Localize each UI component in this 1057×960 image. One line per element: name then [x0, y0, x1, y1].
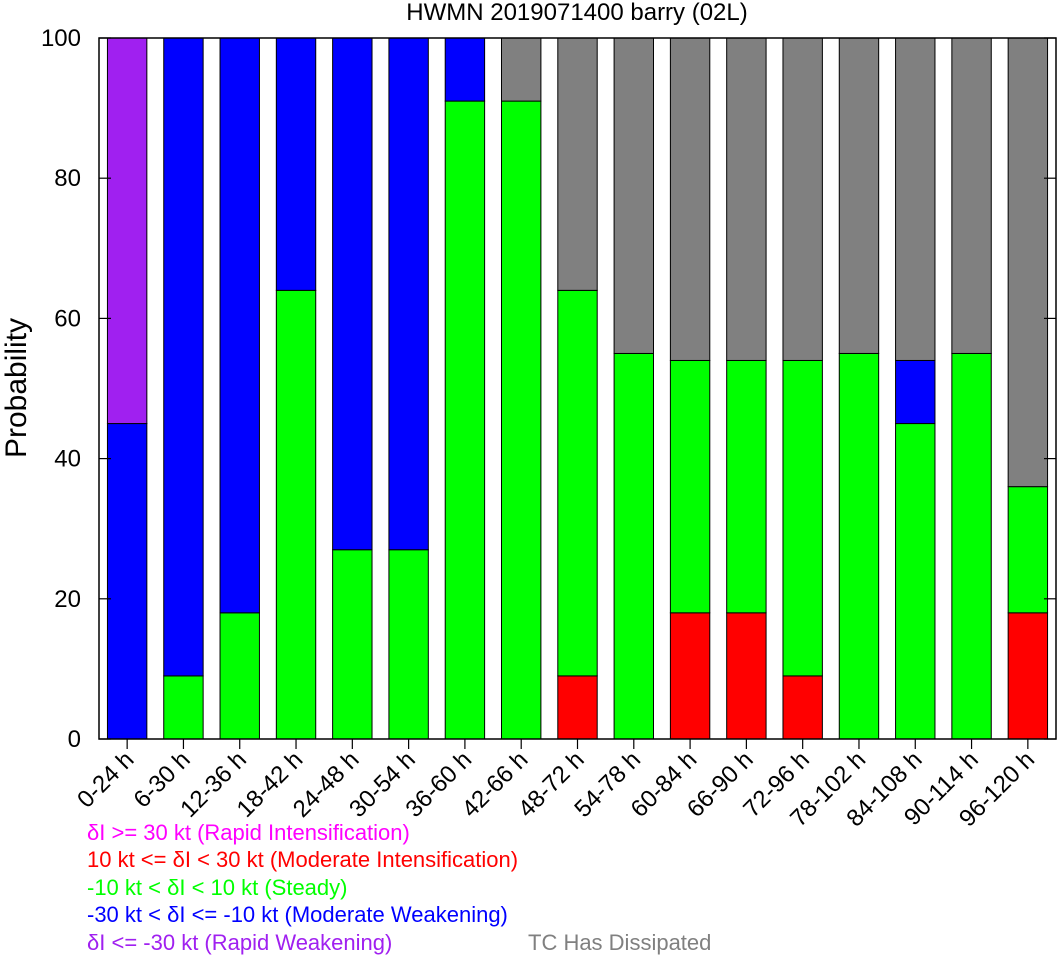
bar-moderate_intensification-12: [782, 675, 823, 740]
bar-steady-4: [332, 549, 373, 740]
y-tick-label-20: 20: [54, 586, 81, 613]
bar-dissipated-15: [951, 37, 992, 354]
bar-moderate_weakening-6: [444, 37, 486, 102]
bar-dissipated-12: [782, 37, 823, 361]
bar-steady-7: [501, 100, 542, 740]
bar-moderate_weakening-2: [219, 37, 260, 614]
bar-steady-14: [895, 423, 936, 740]
bar-moderate_intensification-11: [726, 612, 767, 740]
bar-dissipated-8: [557, 37, 598, 291]
bar-moderate_intensification-16: [1007, 612, 1049, 740]
bar-moderate_weakening-4: [332, 37, 373, 551]
y-tick-label-100: 100: [41, 25, 81, 52]
bar-moderate_intensification-8: [557, 675, 598, 740]
bar-moderate_intensification-10: [669, 612, 711, 740]
bar-steady-12: [782, 359, 823, 677]
legend-item-2: -10 kt < δI < 10 kt (Steady): [87, 875, 348, 900]
legend-item-1: 10 kt <= δI < 30 kt (Moderate Intensific…: [87, 847, 519, 872]
y-axis-label: Probability: [0, 318, 33, 458]
bar-steady-9: [613, 352, 654, 740]
bar-moderate_weakening-5: [388, 37, 429, 551]
legend-item-0: δI >= 30 kt (Rapid Intensification): [87, 820, 410, 845]
bar-steady-2: [219, 612, 260, 740]
chart-title: HWMN 2019071400 barry (02L): [406, 0, 748, 26]
y-tick-label-60: 60: [54, 305, 81, 332]
y-tick-label-0: 0: [68, 726, 81, 753]
bar-steady-13: [838, 352, 880, 740]
bar-dissipated-9: [613, 37, 654, 354]
y-tick-label-40: 40: [54, 446, 81, 473]
bar-dissipated-16: [1007, 37, 1049, 488]
legend-item-4: δI <= -30 kt (Rapid Weakening): [87, 930, 393, 955]
legend-dissipated: TC Has Dissipated: [528, 930, 712, 955]
bar-dissipated-14: [895, 37, 936, 361]
bar-steady-6: [444, 100, 486, 740]
bar-moderate_weakening-14: [895, 359, 936, 425]
bar-dissipated-10: [669, 37, 711, 361]
bar-steady-8: [557, 289, 598, 677]
legend-item-3: -30 kt < δI <= -10 kt (Moderate Weakenin…: [87, 902, 508, 927]
bar-steady-16: [1007, 486, 1049, 614]
bar-steady-3: [275, 289, 317, 740]
y-tick-label-80: 80: [54, 165, 81, 192]
bar-steady-11: [726, 359, 767, 614]
bars-layer: [106, 37, 1049, 740]
axes-layer: [98, 37, 1057, 749]
bar-dissipated-7: [501, 37, 542, 102]
bar-moderate_weakening-3: [275, 37, 317, 291]
bar-moderate_weakening-0: [106, 423, 148, 740]
bar-steady-15: [951, 352, 992, 740]
bar-moderate_weakening-1: [163, 37, 204, 677]
bar-dissipated-13: [838, 37, 880, 354]
x-tick-label-0: 0-24 h: [72, 746, 139, 813]
y-tick-labels: 0 20 40 60 80 100: [41, 25, 81, 753]
bar-steady-5: [388, 549, 429, 740]
bar-dissipated-11: [726, 37, 767, 361]
bar-steady-10: [669, 359, 711, 614]
bar-steady-1: [163, 675, 204, 740]
bar-rapid_weakening-0: [106, 37, 148, 425]
